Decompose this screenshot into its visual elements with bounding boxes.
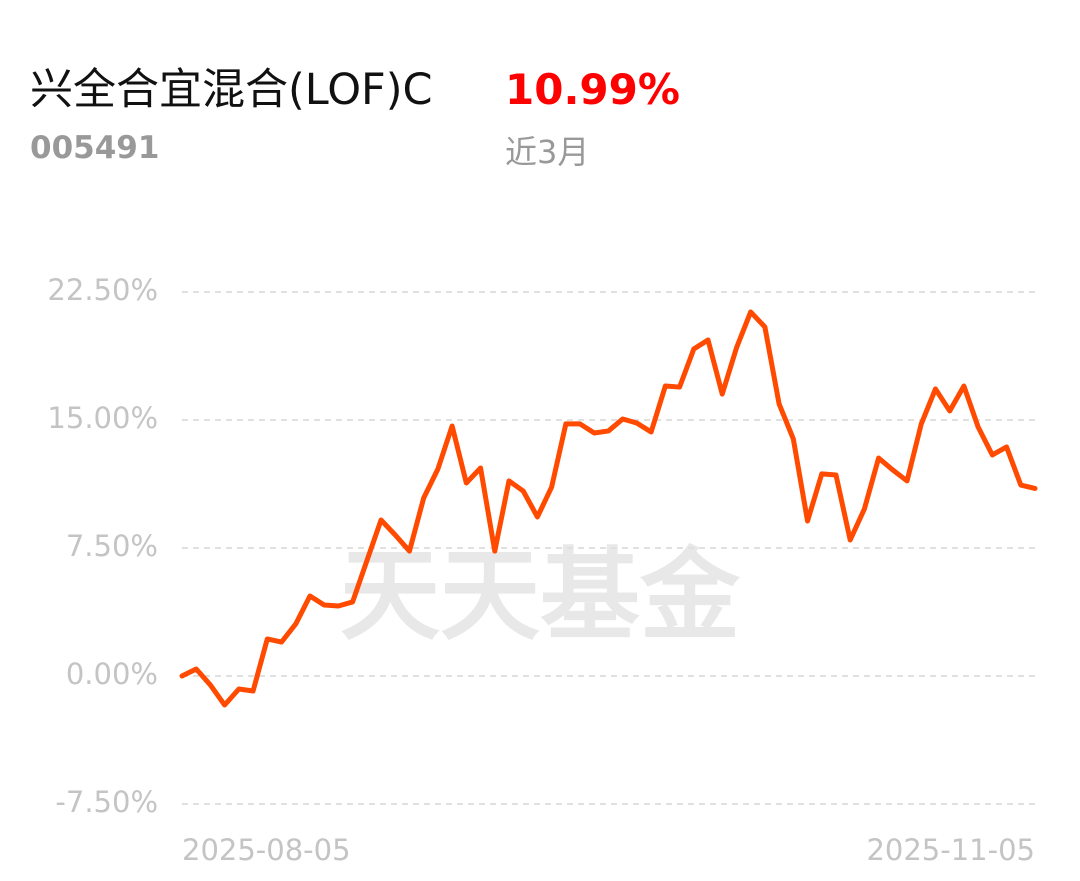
x-tick-label: 2025-11-05 [866, 833, 1035, 867]
y-tick-label: 7.50% [66, 529, 158, 563]
watermark: 天天基金 [340, 537, 741, 654]
x-tick-label: 2025-08-05 [182, 833, 351, 867]
y-tick-label: 15.00% [47, 401, 158, 435]
y-tick-label: -7.50% [55, 785, 158, 819]
fund-code: 005491 [30, 130, 159, 166]
y-tick-label: 0.00% [66, 657, 158, 691]
fund-title: 兴全合宜混合(LOF)C [30, 65, 433, 115]
period-label: 近3月 [505, 133, 589, 171]
price-line [179, 309, 1038, 708]
y-tick-label: 22.50% [47, 273, 158, 307]
fund-return: 10.99% [505, 65, 680, 114]
